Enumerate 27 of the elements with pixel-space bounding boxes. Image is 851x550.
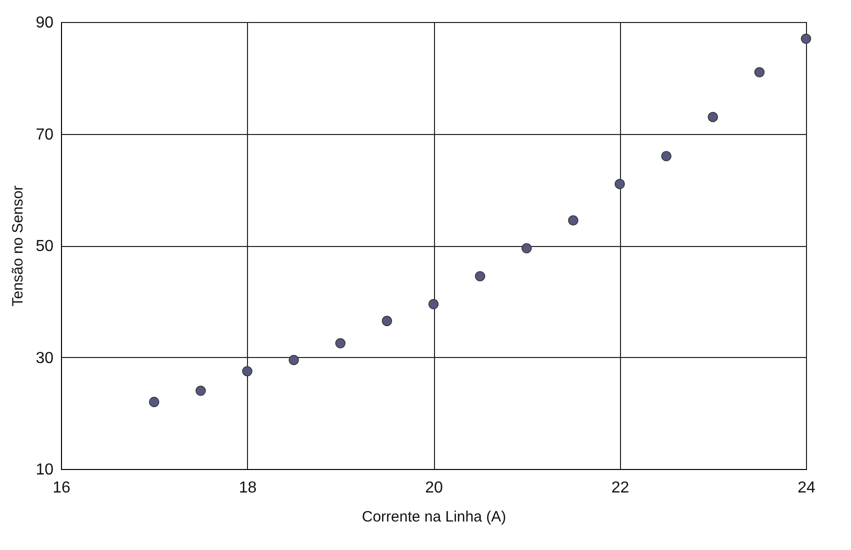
point [196,386,206,396]
x-tick-label: 24 [798,480,816,496]
point [148,396,160,408]
point [474,271,486,282]
x-tick-label: 16 [52,480,70,496]
point [335,338,346,348]
point [614,178,625,190]
point [288,354,299,366]
y-tick-label: 90 [36,14,54,32]
point [428,299,439,310]
x-tick-label: 18 [238,480,257,496]
y-tick-label: 30 [36,350,54,367]
y-tick-label: 10 [36,462,54,478]
point [521,243,532,254]
x-axis-title: Corrente na Linha (A) [362,508,506,526]
x-tick-label: 22 [611,480,630,496]
point [568,215,578,226]
point [382,316,392,326]
point [661,150,672,162]
point [754,67,765,78]
x-tick-label: 20 [425,480,443,496]
point [800,34,812,44]
y-tick-label: 70 [36,126,54,144]
point [242,366,252,376]
y-tick-label: 50 [36,238,54,255]
y-axis-title: Tensão no Sensor [10,186,27,306]
point [708,112,718,122]
